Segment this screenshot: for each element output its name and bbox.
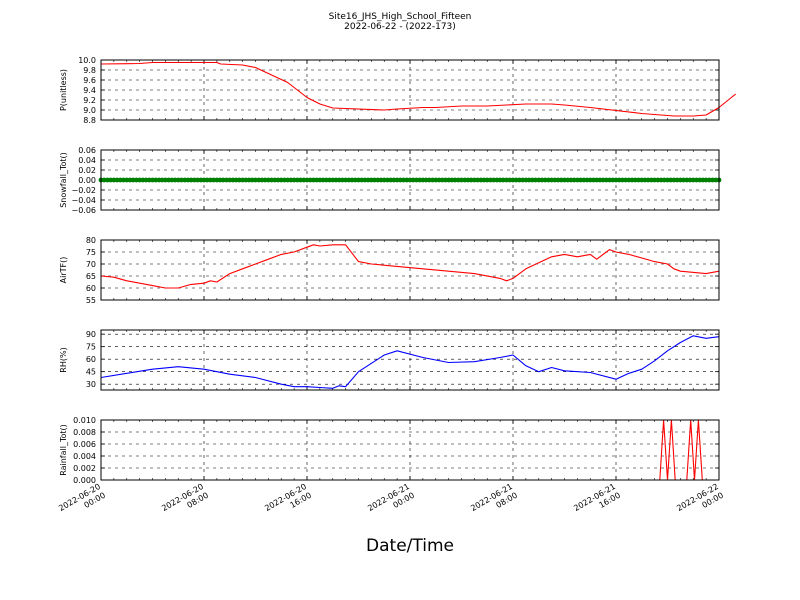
panel-2: −0.06−0.04−0.020.000.020.040.06 Snowfall_… [59, 146, 722, 215]
axes-frame [100, 329, 720, 391]
y-tick-label: 70 [86, 260, 96, 269]
y-tick-label: 75 [86, 248, 96, 257]
panel-5: 0.000 0.002 0.004 0.006 0.008 0.010 Rainfall_T… [59, 416, 720, 485]
y-axis-label: RH(%) [59, 347, 68, 372]
x-tick-label: 2022-06-2016:00 [263, 482, 313, 522]
panel-3: 55 60 65 70 75 80 AirTF() [59, 236, 720, 305]
y-tick-label: −0.04 [71, 196, 96, 205]
y-tick-label: 0.008 [73, 428, 96, 437]
x-tick-label: 2022-06-2116:00 [572, 482, 622, 522]
y-tick-label: 80 [86, 236, 96, 245]
y-tick-label: 9.8 [83, 66, 96, 75]
y-axis-label: Snowfall_Tot() [59, 152, 68, 208]
series-line [100, 335, 720, 389]
y-axis-label: Rainfall_Tot() [59, 424, 68, 476]
y-tick-label: 0.010 [73, 416, 96, 425]
y-tick-label: −0.06 [71, 206, 96, 215]
y-tick-label: 0.02 [78, 166, 96, 175]
panels: 8.89.09.29.49.69.810.0P(unitless)−0.06−0… [59, 56, 737, 485]
axes-frame [100, 239, 720, 301]
x-tick-label: 2022-06-2108:00 [469, 482, 519, 522]
y-tick-label: 60 [86, 284, 96, 293]
series-line [100, 61, 737, 117]
y-tick-label: 9.0 [83, 106, 96, 115]
y-tick-label: 0.00 [78, 176, 96, 185]
chart-subtitle: 2022-06-22 - (2022-173) [344, 22, 456, 32]
x-tick-labels: 2022-06-2000:00 2022-06-2008:00 2022-06-20… [57, 482, 725, 522]
y-tick-label: 55 [86, 296, 96, 305]
panel-4: 30 45 60 75 90 RH(%) [59, 329, 720, 391]
y-tick-label: 9.6 [83, 76, 96, 85]
y-axis-label: AirTF() [59, 257, 68, 284]
y-tick-label: 90 [86, 330, 96, 339]
y-tick-label: 0.006 [73, 440, 96, 449]
axes-frame [100, 419, 720, 481]
x-axis-label: Date/Time [366, 536, 454, 556]
y-tick-label: 60 [86, 355, 96, 364]
y-tick-label: 75 [86, 343, 96, 352]
y-tick-label: 0.000 [73, 476, 96, 485]
x-tick-label: 2022-06-2200:00 [675, 482, 725, 522]
series-line [100, 244, 720, 289]
y-tick-label: 0.004 [73, 452, 96, 461]
y-tick-label: 9.2 [83, 96, 96, 105]
axes-frame [100, 149, 720, 211]
chart-title: Site16_JHS_High_School_Fifteen [329, 12, 472, 22]
y-tick-label: −0.02 [71, 186, 96, 195]
x-tick-label: 2022-06-2000:00 [57, 482, 107, 522]
panel-1: 8.89.09.29.49.69.810.0 P(unitless) [59, 56, 737, 125]
y-tick-label: 8.8 [83, 116, 96, 125]
y-tick-label: 0.002 [73, 464, 96, 473]
y-tick-label: 30 [86, 380, 96, 389]
y-tick-label: 45 [86, 368, 96, 377]
y-axis-label: P(unitless) [59, 69, 68, 111]
y-tick-label: 0.04 [78, 156, 96, 165]
x-tick-label: 2022-06-2008:00 [160, 482, 210, 522]
y-tick-label: 9.4 [83, 86, 96, 95]
y-tick-label: 65 [86, 272, 96, 281]
axes-frame [100, 59, 720, 121]
x-tick-label: 2022-06-2100:00 [366, 482, 416, 522]
y-tick-label: 10.0 [78, 56, 96, 65]
y-tick-label: 0.06 [78, 146, 96, 155]
